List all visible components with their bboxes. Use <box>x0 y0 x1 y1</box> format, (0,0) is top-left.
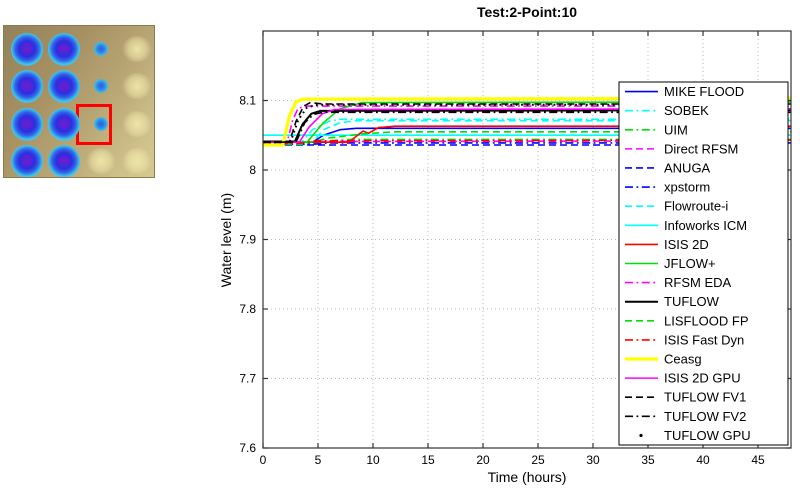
y-tick-label: 7.9 <box>239 233 256 247</box>
legend-entry: TUFLOW <box>625 294 720 309</box>
dry-depression-spot <box>122 111 152 137</box>
chart-title: Test:2-Point:10 <box>477 4 577 20</box>
legend-entry: Flowroute-i <box>625 199 728 214</box>
legend-entry: TUFLOW FV1 <box>625 390 746 405</box>
legend-entry: TUFLOW GPU <box>639 428 751 443</box>
x-tick-label: 30 <box>586 453 600 467</box>
legend: MIKE FLOOD SOBEK UIM Direct RFSM ANUGA xpstor… <box>618 81 789 446</box>
flooded-depression-blob <box>11 144 43 177</box>
legend-swatch <box>639 433 643 438</box>
legend-label: TUFLOW FV1 <box>664 390 746 405</box>
legend-label: LISFLOOD FP <box>664 313 749 328</box>
legend-label: ANUGA <box>664 160 711 175</box>
flooded-depression-blob <box>48 107 80 141</box>
series-line-tuflow-fv2 <box>263 111 791 143</box>
legend-label: ISIS 2D GPU <box>664 371 741 386</box>
legend-label: Ceasg <box>664 352 702 367</box>
flooded-depression-blob <box>94 117 108 131</box>
legend-entry: ISIS 2D GPU <box>625 371 741 386</box>
x-tick-label: 35 <box>641 453 655 467</box>
x-axis-label: Time (hours) <box>488 469 567 485</box>
series-line-ceasg <box>263 96 791 147</box>
legend-label: SOBEK <box>664 103 709 118</box>
series-line-isis-fast-dyn <box>263 139 791 145</box>
tick-labels: 0 5 10 15 20 25 30 35 40 45 7.6 7.7 7.8 7.9 8 8.1 <box>239 94 765 468</box>
legend-label: UIM <box>664 122 688 137</box>
dry-depression-spot <box>122 36 152 62</box>
legend-entry: Direct RFSM <box>625 141 738 156</box>
y-axis-label: Water level (m) <box>218 193 234 287</box>
x-tick-label: 10 <box>366 453 380 467</box>
legend-label: JFLOW+ <box>664 256 716 271</box>
series-line-isis-2d-gpu <box>263 108 791 143</box>
legend-label: TUFLOW GPU <box>664 428 751 443</box>
legend-entry: JFLOW+ <box>625 256 716 271</box>
flooded-depression-blob <box>11 32 43 66</box>
legend-entry: TUFLOW FV2 <box>625 409 746 424</box>
legend-entry: LISFLOOD FP <box>625 313 749 328</box>
y-tick-label: 8 <box>249 163 256 177</box>
x-tick-label: 20 <box>476 453 490 467</box>
y-tick-label: 7.7 <box>239 372 256 386</box>
y-tick-label: 7.8 <box>239 302 256 316</box>
flooded-depression-blob <box>48 144 80 177</box>
flooded-depression-blob <box>48 32 80 66</box>
legend-label: ISIS Fast Dyn <box>664 332 744 347</box>
x-tick-label: 45 <box>751 453 765 467</box>
series-line-tuflow-gpu <box>263 103 791 144</box>
legend-entry: Ceasg <box>625 352 702 367</box>
legend-label: Direct RFSM <box>664 141 738 156</box>
legend-entry: xpstorm <box>625 180 710 195</box>
legend-label: RFSM EDA <box>664 275 732 290</box>
series-line-tuflow-fv1 <box>263 101 791 143</box>
legend-entry: ANUGA <box>625 160 711 175</box>
x-tick-label: 5 <box>315 453 322 467</box>
series-line-lisflood-fp <box>263 131 791 146</box>
legend-entry: Infoworks ICM <box>625 218 747 233</box>
legend-entry: SOBEK <box>625 103 709 118</box>
legend-entry: UIM <box>625 122 688 137</box>
flooded-depression-blob <box>11 107 43 141</box>
legend-label: Infoworks ICM <box>664 218 747 233</box>
legend-entry: RFSM EDA <box>625 275 732 290</box>
y-tick-label: 7.6 <box>239 441 256 455</box>
x-tick-label: 0 <box>260 453 267 467</box>
dry-depression-spot <box>86 148 116 174</box>
legend-label: TUFLOW FV2 <box>664 409 746 424</box>
x-tick-label: 40 <box>696 453 710 467</box>
x-tick-label: 25 <box>531 453 545 467</box>
flooded-depression-blob <box>94 42 108 56</box>
flooded-depression-blob <box>48 69 80 103</box>
dem-inset-image <box>3 25 155 178</box>
legend-label: TUFLOW <box>664 294 720 309</box>
y-tick-label: 8.1 <box>239 94 256 108</box>
legend-entry: MIKE FLOOD <box>625 84 744 99</box>
legend-entry: ISIS Fast Dyn <box>625 332 744 347</box>
flooded-depression-blob <box>94 79 108 93</box>
dry-depression-spot <box>122 73 152 99</box>
legend-entry: ISIS 2D <box>625 237 709 252</box>
legend-label: ISIS 2D <box>664 237 709 252</box>
dry-depression-spot <box>122 148 152 174</box>
legend-label: Flowroute-i <box>664 199 728 214</box>
flooded-depression-blob <box>11 69 43 103</box>
legend-label: xpstorm <box>664 180 710 195</box>
x-tick-label: 15 <box>421 453 435 467</box>
legend-label: MIKE FLOOD <box>664 84 744 99</box>
